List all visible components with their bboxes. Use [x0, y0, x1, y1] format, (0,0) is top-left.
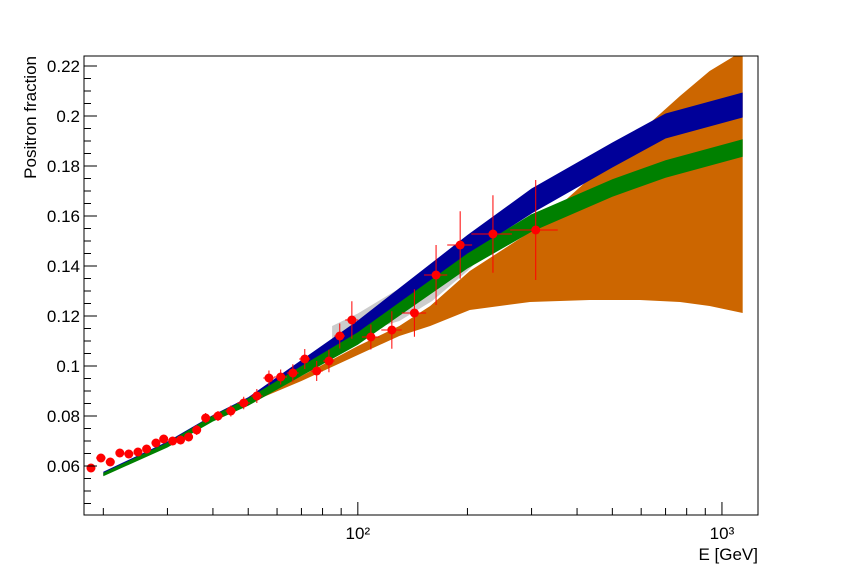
data-point	[239, 398, 249, 408]
data-point	[192, 425, 202, 435]
y-tick-label: 0.16	[47, 207, 80, 226]
data-point	[201, 413, 211, 423]
data-point	[184, 432, 194, 442]
data-point	[300, 354, 310, 364]
data-point	[387, 325, 397, 335]
y-tick-label: 0.1	[56, 357, 80, 376]
y-tick-label: 0.18	[47, 157, 80, 176]
data-point	[488, 229, 498, 239]
x-tick-label: 10³	[710, 524, 735, 543]
data-point	[431, 270, 441, 280]
data-point	[133, 447, 143, 457]
data-point	[455, 240, 465, 250]
y-tick-label: 0.14	[47, 257, 80, 276]
y-tick-label: 0.12	[47, 307, 80, 326]
data-point	[105, 457, 115, 467]
data-point	[115, 448, 125, 458]
data-point	[213, 411, 223, 421]
y-tick-label: 0.2	[56, 107, 80, 126]
data-point	[151, 438, 161, 448]
data-point	[366, 332, 376, 342]
band	[103, 139, 743, 477]
band	[103, 92, 743, 476]
data-point	[124, 449, 134, 459]
data-point	[276, 372, 286, 382]
data-point	[159, 434, 169, 444]
x-axis-label: E [GeV]	[698, 545, 758, 564]
data-point	[264, 373, 274, 383]
x-tick-label: 10²	[346, 524, 371, 543]
frame	[83, 55, 759, 516]
data-point	[312, 366, 322, 376]
data-point	[176, 435, 186, 445]
data-point	[347, 315, 357, 325]
y-tick-label: 0.06	[47, 457, 80, 476]
y-tick-label: 0.22	[47, 57, 80, 76]
data-point	[96, 453, 106, 463]
data-point	[324, 356, 334, 366]
data-point	[252, 391, 262, 401]
plot-area	[86, 56, 743, 477]
data-point	[409, 308, 419, 318]
data-point	[335, 331, 345, 341]
data-point	[142, 444, 152, 454]
y-axis-label: Positron fraction	[21, 56, 40, 179]
data-point	[288, 368, 298, 378]
data-point	[226, 406, 236, 416]
band	[248, 56, 743, 404]
y-tick-label: 0.08	[47, 407, 80, 426]
data-point	[168, 436, 178, 446]
data-point	[86, 463, 96, 473]
data-point	[531, 225, 541, 235]
